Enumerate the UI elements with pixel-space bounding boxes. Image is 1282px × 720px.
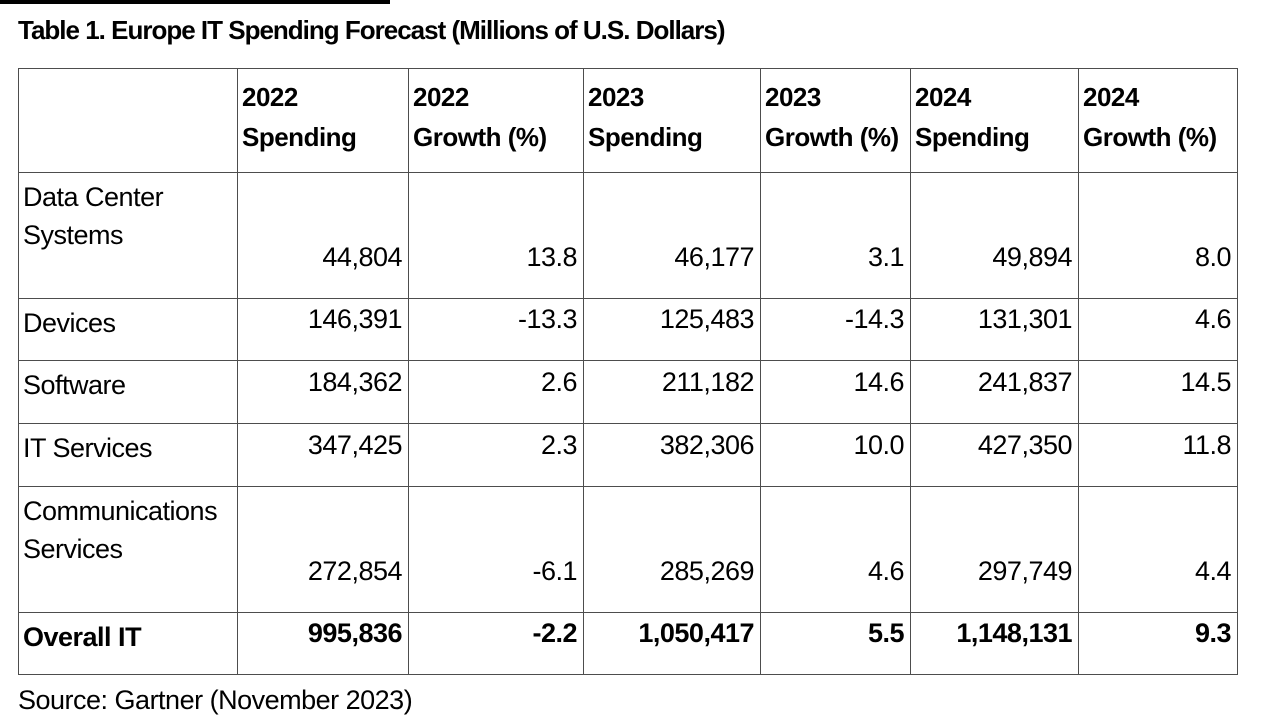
cell-2022-growth: 13.8 [408, 172, 584, 299]
column-header-2022-growth: 2022 Growth (%) [408, 68, 584, 173]
row-label: Devices [18, 298, 238, 361]
cell-2023-spending: 46,177 [583, 172, 761, 299]
cell-2022-growth: 2.3 [408, 423, 584, 487]
cell-2024-growth: 14.5 [1078, 360, 1238, 424]
cell-2023-growth: 14.6 [760, 360, 911, 424]
table-title: Table 1. Europe IT Spending Forecast (Mi… [18, 15, 726, 45]
table-row-overall-it: Overall IT 995,836 -2.2 1,050,417 5.5 1,… [18, 612, 1238, 675]
cell-2023-growth: 10.0 [760, 423, 911, 487]
cell-2024-growth: 11.8 [1078, 423, 1238, 487]
top-black-bar [0, 0, 390, 4]
cell-2022-growth: 2.6 [408, 360, 584, 424]
column-header-2024-spending: 2024 Spending [910, 68, 1079, 173]
cell-2023-spending: 125,483 [583, 298, 761, 361]
cell-2022-growth: -13.3 [408, 298, 584, 361]
cell-2024-spending: 427,350 [910, 423, 1079, 487]
cell-2022-spending: 184,362 [237, 360, 409, 424]
cell-2022-spending: 995,836 [237, 612, 409, 675]
cell-2023-growth: -14.3 [760, 298, 911, 361]
column-header-2023-growth: 2023 Growth (%) [760, 68, 911, 173]
cell-2022-growth: -6.1 [408, 486, 584, 613]
cell-2022-spending: 146,391 [237, 298, 409, 361]
row-label: Overall IT [18, 612, 238, 675]
cell-2024-growth: 9.3 [1078, 612, 1238, 675]
cell-2023-spending: 211,182 [583, 360, 761, 424]
table-row-software: Software 184,362 2.6 211,182 14.6 241,83… [18, 360, 1238, 424]
cell-2024-growth: 8.0 [1078, 172, 1238, 299]
cell-2022-growth: -2.2 [408, 612, 584, 675]
cell-2024-spending: 297,749 [910, 486, 1079, 613]
cell-2023-spending: 1,050,417 [583, 612, 761, 675]
source-note: Source: Gartner (November 2023) [18, 685, 413, 715]
column-header-2023-spending: 2023 Spending [583, 68, 761, 173]
table-row-data-center-systems: Data Center Systems 44,804 13.8 46,177 3… [18, 172, 1238, 299]
header-row: 2022 Spending 2022 Growth (%) 2023 Spend… [18, 68, 1238, 173]
cell-2024-spending: 131,301 [910, 298, 1079, 361]
cell-2024-growth: 4.6 [1078, 298, 1238, 361]
cell-2023-spending: 285,269 [583, 486, 761, 613]
row-label: Data Center Systems [18, 172, 238, 299]
cell-2024-spending: 241,837 [910, 360, 1079, 424]
column-header-segment [18, 68, 238, 173]
row-label: Software [18, 360, 238, 424]
cell-2022-spending: 272,854 [237, 486, 409, 613]
cell-2023-growth: 5.5 [760, 612, 911, 675]
it-spending-forecast-table: 2022 Spending 2022 Growth (%) 2023 Spend… [18, 68, 1238, 675]
cell-2022-spending: 44,804 [237, 172, 409, 299]
cell-2024-spending: 1,148,131 [910, 612, 1079, 675]
cell-2023-growth: 3.1 [760, 172, 911, 299]
table-row-it-services: IT Services 347,425 2.3 382,306 10.0 427… [18, 423, 1238, 487]
cell-2024-growth: 4.4 [1078, 486, 1238, 613]
column-header-2024-growth: 2024 Growth (%) [1078, 68, 1238, 173]
cell-2023-spending: 382,306 [583, 423, 761, 487]
table-row-devices: Devices 146,391 -13.3 125,483 -14.3 131,… [18, 298, 1238, 361]
column-header-2022-spending: 2022 Spending [237, 68, 409, 173]
row-label: Communications Services [18, 486, 238, 613]
table-row-communications-services: Communications Services 272,854 -6.1 285… [18, 486, 1238, 613]
cell-2024-spending: 49,894 [910, 172, 1079, 299]
cell-2023-growth: 4.6 [760, 486, 911, 613]
row-label: IT Services [18, 423, 238, 487]
cell-2022-spending: 347,425 [237, 423, 409, 487]
